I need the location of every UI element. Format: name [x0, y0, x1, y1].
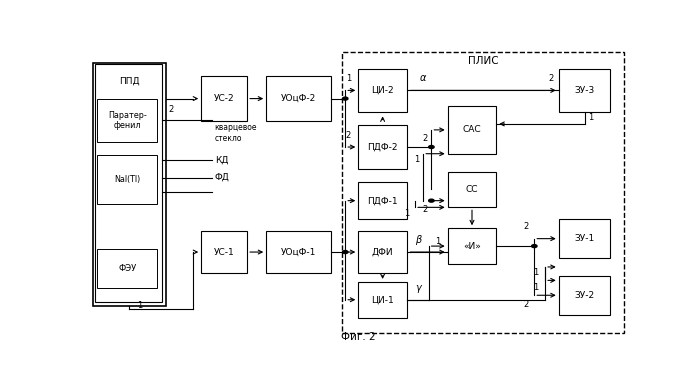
Text: ЦИ-2: ЦИ-2 — [371, 86, 394, 95]
Circle shape — [343, 97, 348, 100]
Bar — [359, 125, 407, 169]
Circle shape — [532, 245, 537, 248]
Text: 2: 2 — [548, 74, 553, 83]
Text: β: β — [415, 235, 421, 245]
Text: Паратер-
фенил: Паратер- фенил — [108, 111, 147, 130]
Text: 1: 1 — [414, 155, 419, 164]
Text: ФД: ФД — [215, 173, 229, 182]
Text: УС-1: УС-1 — [214, 248, 235, 257]
Text: 1: 1 — [589, 113, 594, 122]
Bar — [95, 64, 161, 302]
Text: УОцФ-2: УОцФ-2 — [281, 94, 316, 103]
Text: 1: 1 — [137, 301, 143, 310]
Text: СС: СС — [466, 185, 478, 194]
Bar — [97, 155, 157, 204]
Text: ППД: ППД — [119, 77, 139, 86]
Text: α: α — [420, 74, 426, 84]
Text: 2: 2 — [524, 300, 529, 309]
Text: ЗУ-1: ЗУ-1 — [574, 234, 594, 243]
Bar — [447, 171, 496, 207]
Circle shape — [343, 250, 348, 253]
Text: ЗУ-2: ЗУ-2 — [574, 291, 594, 300]
Text: Фиг. 2: Фиг. 2 — [341, 332, 375, 342]
Text: 1: 1 — [404, 209, 410, 218]
Text: УОцФ-1: УОцФ-1 — [281, 248, 317, 257]
Text: ЦИ-1: ЦИ-1 — [371, 295, 394, 304]
Text: 2: 2 — [422, 134, 428, 143]
Bar — [359, 69, 407, 112]
Text: кварцевое
стекло: кварцевое стекло — [215, 123, 257, 142]
Text: 2: 2 — [168, 104, 174, 113]
Text: 1: 1 — [435, 237, 440, 246]
Bar — [201, 76, 247, 121]
Text: ПДФ-2: ПДФ-2 — [368, 143, 398, 152]
Text: γ: γ — [415, 283, 421, 293]
Text: УС-2: УС-2 — [214, 94, 235, 103]
Text: ЗУ-3: ЗУ-3 — [574, 86, 594, 95]
Bar — [359, 282, 407, 318]
Bar — [559, 276, 610, 315]
Text: САС: САС — [463, 125, 482, 134]
Bar — [447, 228, 496, 264]
Text: ПЛИС: ПЛИС — [468, 57, 498, 66]
Text: ФЭУ: ФЭУ — [118, 264, 136, 273]
Text: «И»: «И» — [463, 241, 481, 251]
Text: 2: 2 — [524, 222, 529, 231]
Text: 1: 1 — [533, 269, 538, 277]
Text: ПДФ-1: ПДФ-1 — [367, 196, 398, 205]
Text: 2: 2 — [422, 205, 428, 214]
Text: 2: 2 — [346, 130, 351, 140]
Text: 1: 1 — [346, 74, 351, 83]
Text: КД: КД — [215, 155, 228, 164]
Bar — [266, 76, 331, 121]
Bar — [201, 231, 247, 273]
Text: 1: 1 — [533, 283, 538, 292]
Bar — [559, 219, 610, 258]
Bar — [266, 231, 331, 273]
Bar — [447, 106, 496, 154]
Bar — [97, 249, 157, 288]
Circle shape — [428, 146, 434, 149]
Bar — [342, 52, 624, 332]
Text: ДФИ: ДФИ — [372, 248, 394, 257]
Bar — [97, 99, 157, 142]
Bar — [359, 231, 407, 273]
Circle shape — [428, 199, 434, 202]
Text: NaI(Tl): NaI(Tl) — [115, 175, 140, 185]
Bar — [93, 63, 166, 306]
Bar — [359, 182, 407, 219]
Bar — [559, 69, 610, 112]
